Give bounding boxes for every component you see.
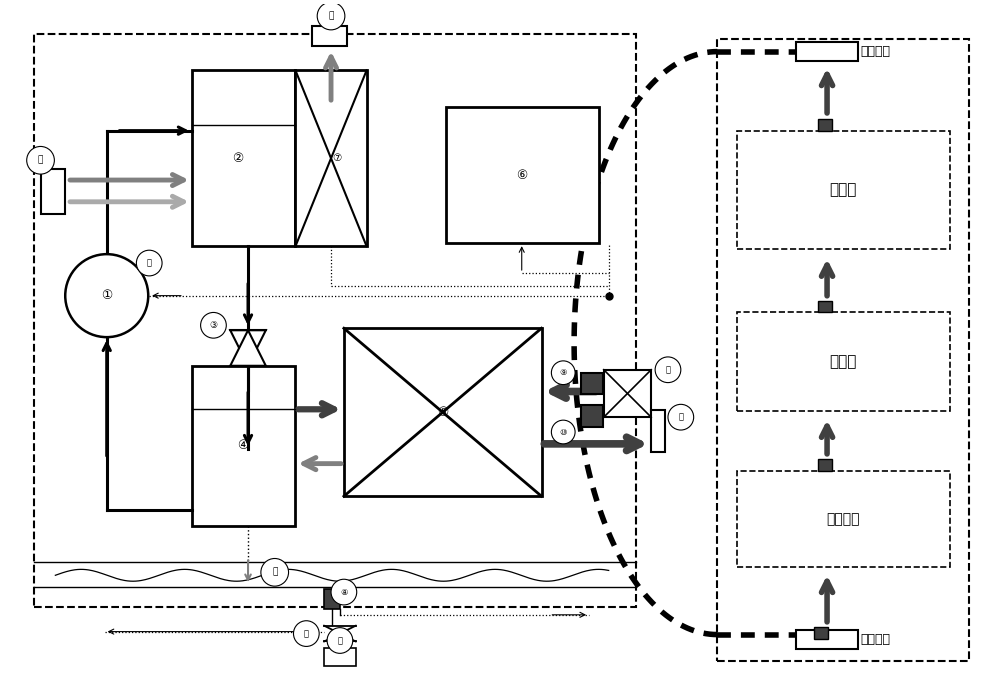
Circle shape [655,357,681,383]
Circle shape [27,146,54,174]
Text: 新风入口: 新风入口 [861,633,891,646]
Bar [814,626,828,638]
Text: ③: ③ [209,321,218,330]
Text: 烘烤室: 烘烤室 [829,183,857,197]
Text: ⑯: ⑯ [328,11,334,20]
Text: ①: ① [101,289,112,302]
Bar [818,119,832,131]
Bar [717,38,969,661]
Circle shape [327,628,353,653]
Text: ⑮: ⑮ [38,156,43,164]
Bar [737,470,950,568]
Text: 排湿出口: 排湿出口 [861,45,891,58]
Text: ⑥: ⑥ [516,169,527,181]
Bar [737,312,950,412]
Text: ⑦: ⑦ [332,153,342,163]
Bar [604,370,651,417]
Text: ⑪: ⑪ [304,629,309,638]
Bar [34,34,636,607]
Bar [737,131,950,249]
Text: ④: ④ [237,440,249,452]
Circle shape [331,579,357,605]
Polygon shape [230,330,266,366]
Bar [312,26,347,46]
Bar [818,300,832,312]
Circle shape [668,405,694,430]
Text: ⑫: ⑫ [272,568,277,577]
Text: ②: ② [233,152,244,164]
Bar [324,589,340,609]
Bar [324,648,356,666]
Bar [295,71,367,246]
Polygon shape [230,330,266,366]
Text: 循环风机: 循环风机 [826,512,860,526]
Circle shape [261,559,289,586]
Circle shape [65,254,148,337]
Bar [796,42,858,62]
Circle shape [293,621,319,646]
Text: ⑬: ⑬ [665,365,670,375]
Bar [192,366,295,526]
Text: ⑩: ⑩ [559,428,567,437]
Text: ⑧: ⑧ [340,587,348,596]
Text: ⑰: ⑰ [337,636,342,645]
Circle shape [317,2,345,30]
Circle shape [136,250,162,276]
Text: ⑤: ⑤ [437,406,448,419]
Bar [581,372,603,395]
Circle shape [551,361,575,384]
Text: ⑨: ⑨ [559,368,567,377]
Bar [344,328,542,496]
Circle shape [551,420,575,444]
Circle shape [201,312,226,338]
Bar [41,169,65,214]
Text: 加热室: 加热室 [829,354,857,370]
Bar [796,629,858,650]
Text: ⑭: ⑭ [678,413,683,421]
Bar [192,71,295,246]
Bar [581,405,603,427]
Text: ⑱: ⑱ [147,258,152,267]
Bar [651,410,665,452]
Bar [818,458,832,470]
Bar [446,107,599,244]
